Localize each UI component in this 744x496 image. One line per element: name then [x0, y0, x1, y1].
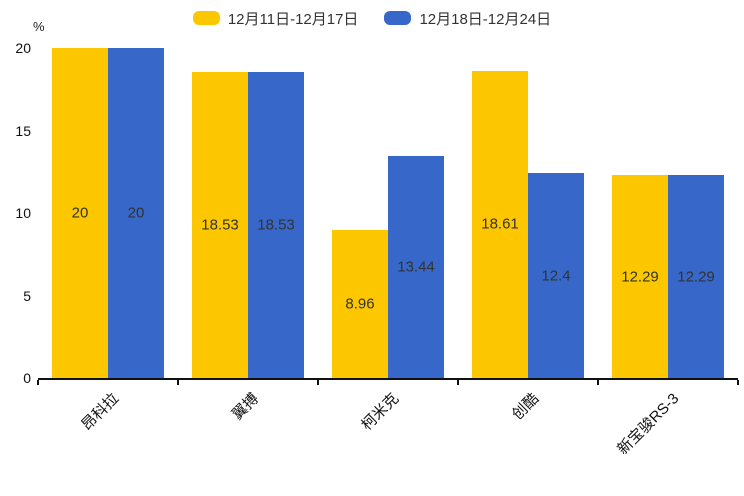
y-tick-label: 10 [15, 205, 31, 221]
x-axis-tick [597, 380, 599, 385]
bar-series2-昂科拉[interactable]: 20 [108, 48, 164, 378]
x-axis-tick [737, 380, 739, 385]
bar-value-label: 12.29 [677, 268, 715, 286]
bar-value-label: 18.53 [257, 216, 295, 234]
bar-value-label: 13.44 [397, 258, 435, 276]
x-category-label-3: 创酷 [508, 390, 543, 424]
bar-group: 20 20 [38, 48, 178, 378]
bar-series2-新宝骏RS-3[interactable]: 12.29 [668, 175, 724, 378]
chart-legend: 12月11日-12月17日 12月18日-12月24日 [0, 6, 744, 30]
y-tick-label: 0 [23, 370, 31, 386]
plot-area: 20 20 18.53 18.53 8.96 13.44 18.61 12.4 12.29 12.… [38, 48, 738, 380]
x-axis-tick [317, 380, 319, 385]
bar-series1-新宝骏RS-3[interactable]: 12.29 [612, 175, 668, 378]
y-tick-label: 15 [15, 122, 31, 139]
bar-value-label: 20 [71, 204, 89, 222]
bar-value-label: 18.61 [481, 215, 519, 233]
y-tick-label: 20 [15, 40, 31, 56]
x-axis-tick [37, 380, 39, 385]
legend-swatch-icon [384, 11, 412, 25]
bar-series2-创酷[interactable]: 12.4 [528, 173, 584, 378]
bar-group: 18.61 12.4 [458, 48, 598, 378]
x-axis-tick [177, 380, 179, 385]
bar-series2-柯米克[interactable]: 13.44 [388, 156, 444, 378]
legend-item-1[interactable]: 12月18日-12月24日 [384, 8, 551, 29]
x-category-label-0: 昂科拉 [78, 390, 123, 434]
x-category-label-1: 翼搏 [228, 390, 263, 424]
bar-series2-翼搏[interactable]: 18.53 [248, 72, 304, 378]
bar-group: 12.29 12.29 [598, 48, 738, 378]
bar-series1-翼搏[interactable]: 18.53 [192, 72, 248, 378]
y-tick-label: 5 [23, 287, 31, 304]
bar-value-label: 20 [127, 204, 145, 222]
legend-label: 12月11日-12月17日 [227, 10, 359, 28]
bar-value-label: 18.53 [201, 216, 239, 234]
bar-series1-柯米克[interactable]: 8.96 [332, 230, 388, 378]
x-axis-category-labels: 昂科拉 翼搏 柯米克 创酷 新宝骏RS-3 [38, 388, 738, 488]
bar-value-label: 8.96 [345, 295, 375, 313]
x-category-label-4: 新宝骏RS-3 [614, 390, 683, 459]
bar-value-label: 12.4 [541, 267, 571, 285]
x-category-label-2: 柯米克 [358, 390, 403, 434]
legend-item-0[interactable]: 12月11日-12月17日 [192, 8, 359, 29]
x-axis-tick [457, 380, 459, 385]
y-axis-unit-label: % [33, 19, 45, 34]
legend-label: 12月18日-12月24日 [419, 10, 552, 28]
x-axis-ticks [37, 380, 739, 386]
bar-series1-昂科拉[interactable]: 20 [52, 48, 108, 378]
bar-group: 8.96 13.44 [318, 48, 458, 378]
bar-value-label: 12.29 [621, 268, 659, 286]
bar-group: 18.53 18.53 [178, 48, 318, 378]
bar-series1-创酷[interactable]: 18.61 [472, 70, 528, 378]
legend-swatch-icon [192, 11, 220, 25]
y-axis-tick-labels: 0 5 10 15 20 [0, 40, 31, 386]
